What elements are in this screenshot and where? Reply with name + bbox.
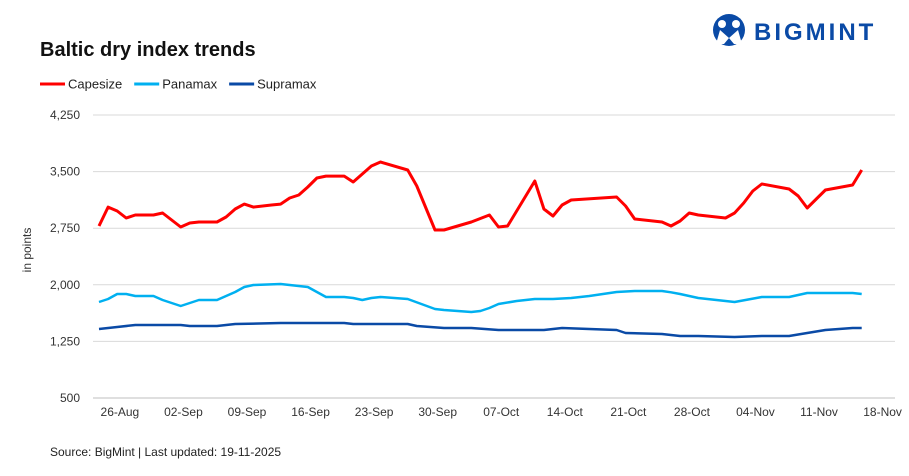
legend-label-panamax: Panamax [162,77,217,92]
bigmint-logo-icon [713,14,745,46]
legend: Capesize Panamax Supramax [40,77,317,92]
x-tick-label: 02-Sep [164,405,203,419]
y-tick-label: 2,750 [50,221,80,235]
x-tick-label: 14-Oct [547,405,584,419]
x-axis: 26-Aug 02-Sep 09-Sep 16-Sep 23-Sep 30-Sep 07-O… [101,405,902,419]
x-tick-label: 30-Sep [418,405,457,419]
legend-label-supramax: Supramax [257,77,317,92]
brand-logo: BIGMINT [713,14,876,46]
series-lines [97,160,863,339]
x-tick-label: 09-Sep [228,405,267,419]
y-axis: 500 1,250 2,000 2,750 3,500 4,250 [50,108,80,405]
y-tick-label: 2,000 [50,278,80,292]
series-line-panamax [98,282,862,314]
x-tick-label: 07-Oct [483,405,520,419]
series-line-supramax [98,321,862,339]
y-axis-label: in points [20,228,34,273]
x-tick-label: 16-Sep [291,405,330,419]
series-line-capesize [97,160,863,232]
legend-label-capesize: Capesize [68,77,122,92]
y-tick-label: 1,250 [50,334,80,348]
source-note: Source: BigMint | Last updated: 19-11-20… [50,445,281,459]
x-tick-label: 28-Oct [674,405,711,419]
x-tick-label: 23-Sep [355,405,394,419]
x-tick-label: 21-Oct [610,405,647,419]
x-tick-label: 26-Aug [101,405,140,419]
x-tick-label: 18-Nov [863,405,902,419]
y-tick-label: 500 [60,391,80,405]
x-tick-label: 11-Nov [800,405,838,419]
x-tick-label: 04-Nov [736,405,775,419]
y-tick-label: 3,500 [50,165,80,179]
chart-title: Baltic dry index trends [40,39,256,61]
brand-name: BIGMINT [754,19,876,46]
y-tick-label: 4,250 [50,108,80,122]
grid [93,114,895,399]
